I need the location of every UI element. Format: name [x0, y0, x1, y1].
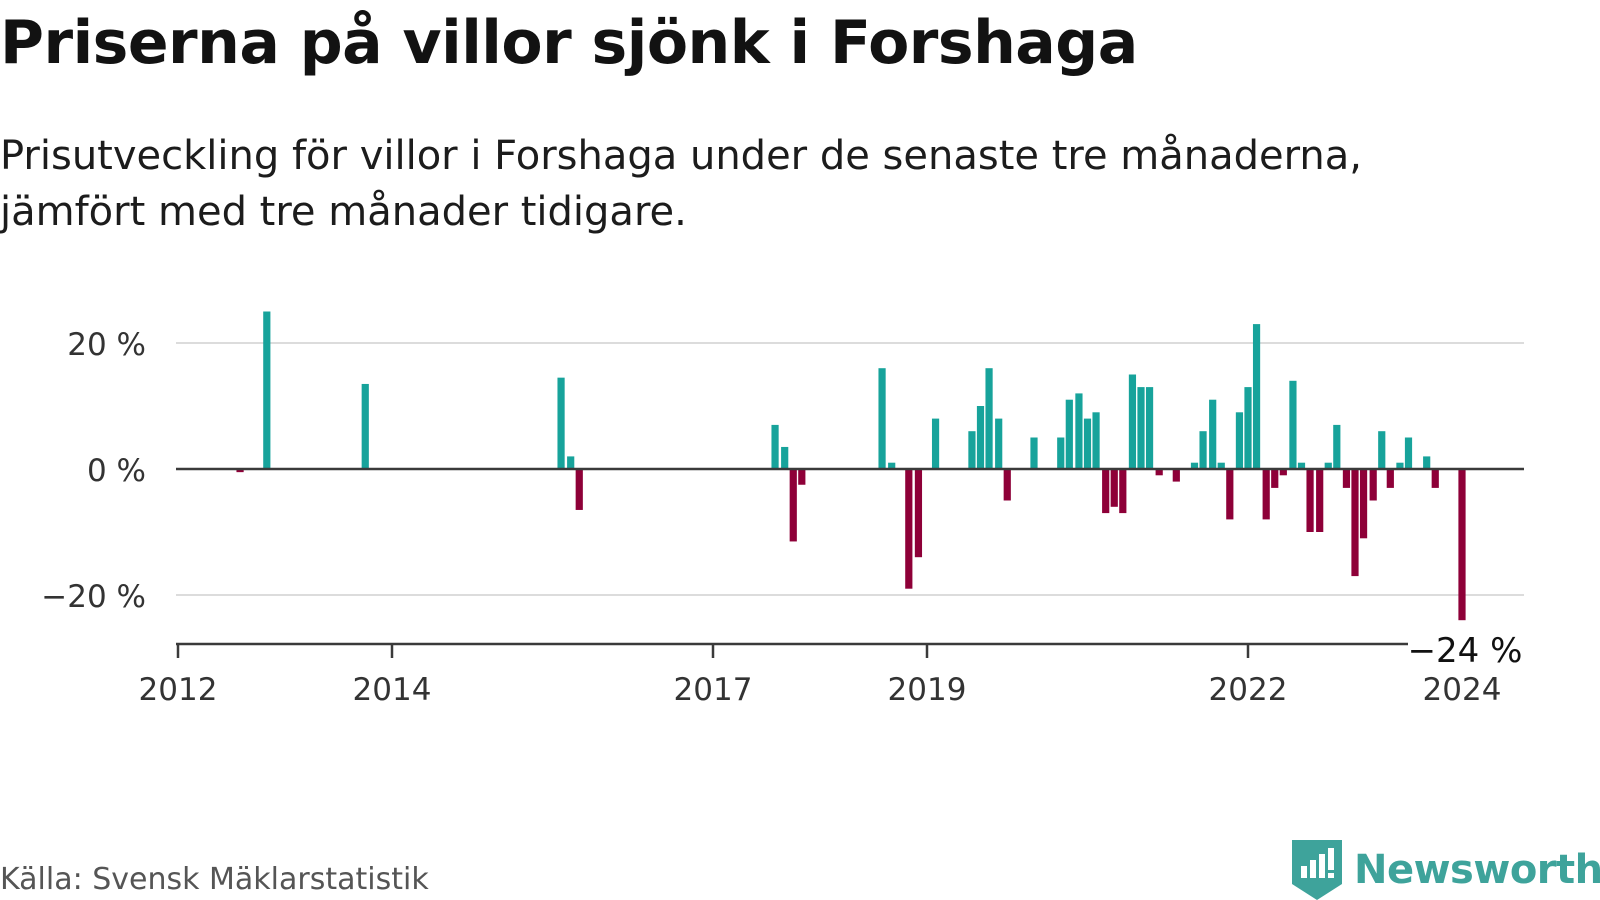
bar-negative [1316, 469, 1324, 532]
bar-positive [1199, 431, 1207, 469]
x-tick-label: 2017 [674, 672, 753, 708]
bar-positive [1244, 387, 1252, 469]
bar-positive [888, 462, 896, 469]
bar-positive [1083, 418, 1092, 469]
brand-name: Newsworthy [1354, 847, 1600, 893]
bar-positive [781, 446, 789, 469]
bar-negative [1369, 469, 1377, 501]
bar-negative [1458, 469, 1466, 621]
bar-positive [263, 311, 271, 469]
last-value-label: −24 % [1408, 631, 1523, 671]
bar-positive [1235, 412, 1244, 469]
bar-positive [1217, 462, 1225, 469]
bar-positive [931, 418, 940, 469]
subtitle-line-1: Prisutveckling för villor i Forshaga und… [0, 133, 1362, 179]
x-tick-label: 2022 [1209, 672, 1288, 708]
bar-positive [1065, 399, 1073, 469]
bar-negative [1226, 469, 1234, 520]
bar-negative [1110, 469, 1118, 507]
bar-positive [1190, 462, 1199, 469]
bar-negative [1262, 469, 1270, 520]
bar-negative [575, 469, 583, 510]
bar-positive [878, 368, 886, 469]
bar-positive [557, 377, 565, 469]
bar-positive [1128, 374, 1137, 469]
bar-negative [1279, 469, 1287, 476]
bar-positive [1404, 437, 1413, 469]
bar-positive [1297, 462, 1306, 469]
bar-positive [1324, 462, 1332, 469]
bar-positive [1092, 412, 1100, 469]
bar-positive [1030, 437, 1038, 469]
bar-positive [985, 368, 993, 469]
bar-positive [1396, 462, 1404, 469]
bar-negative [1102, 469, 1110, 514]
bar-negative [1306, 469, 1314, 532]
bar-positive [995, 418, 1003, 469]
bar-negative [914, 469, 923, 558]
bar-negative [1386, 469, 1394, 488]
bar-positive [976, 406, 985, 469]
x-tick-label: 2012 [139, 672, 218, 708]
bar-negative [236, 469, 244, 473]
subtitle-line-2: jämfört med tre månader tidigare. [0, 189, 687, 235]
bar-positive [771, 424, 779, 469]
x-tick-label: 2014 [353, 672, 432, 708]
bar-negative [1119, 469, 1127, 514]
bar-negative [1342, 469, 1351, 488]
x-tick-label: 2019 [888, 672, 967, 708]
bar-negative [798, 469, 806, 485]
bar-positive [1333, 424, 1341, 469]
bar-positive [1057, 437, 1065, 469]
chart-title: Priserna på villor sjönk i Forshaga [0, 8, 1138, 78]
newsworthy-logo-icon [1292, 840, 1342, 900]
bar-positive [1075, 393, 1083, 469]
bar-positive [1378, 431, 1386, 469]
chart-subtitle: Prisutveckling för villor i Forshaga und… [0, 128, 1560, 240]
bar-positive [567, 456, 575, 469]
bar-negative [905, 469, 913, 589]
brand-logo: Newsworthy [1292, 840, 1600, 900]
bar-positive [361, 383, 369, 469]
bar-positive [1145, 387, 1154, 469]
y-tick-label: 20 % [67, 327, 146, 363]
x-tick-label: 2024 [1423, 672, 1502, 708]
bar-negative [1172, 469, 1180, 482]
bar-positive [968, 431, 976, 469]
bar-negative [1155, 469, 1163, 476]
bar-positive [1209, 399, 1217, 469]
bar-positive [1137, 387, 1145, 469]
bar-negative [1431, 469, 1439, 488]
y-tick-label: 0 % [87, 453, 146, 489]
bar-negative [1271, 469, 1279, 488]
bar-negative [1359, 469, 1368, 539]
y-tick-label: −20 % [41, 579, 146, 615]
bar-negative [1003, 469, 1011, 501]
bar-positive [1252, 324, 1261, 469]
bar-positive [1289, 380, 1297, 469]
bar-negative [1351, 469, 1359, 577]
bar-positive [1423, 456, 1431, 469]
bar-negative [789, 469, 797, 542]
annotation-background [1408, 630, 1524, 670]
source-note: Källa: Svensk Mäklarstatistik [0, 862, 429, 897]
